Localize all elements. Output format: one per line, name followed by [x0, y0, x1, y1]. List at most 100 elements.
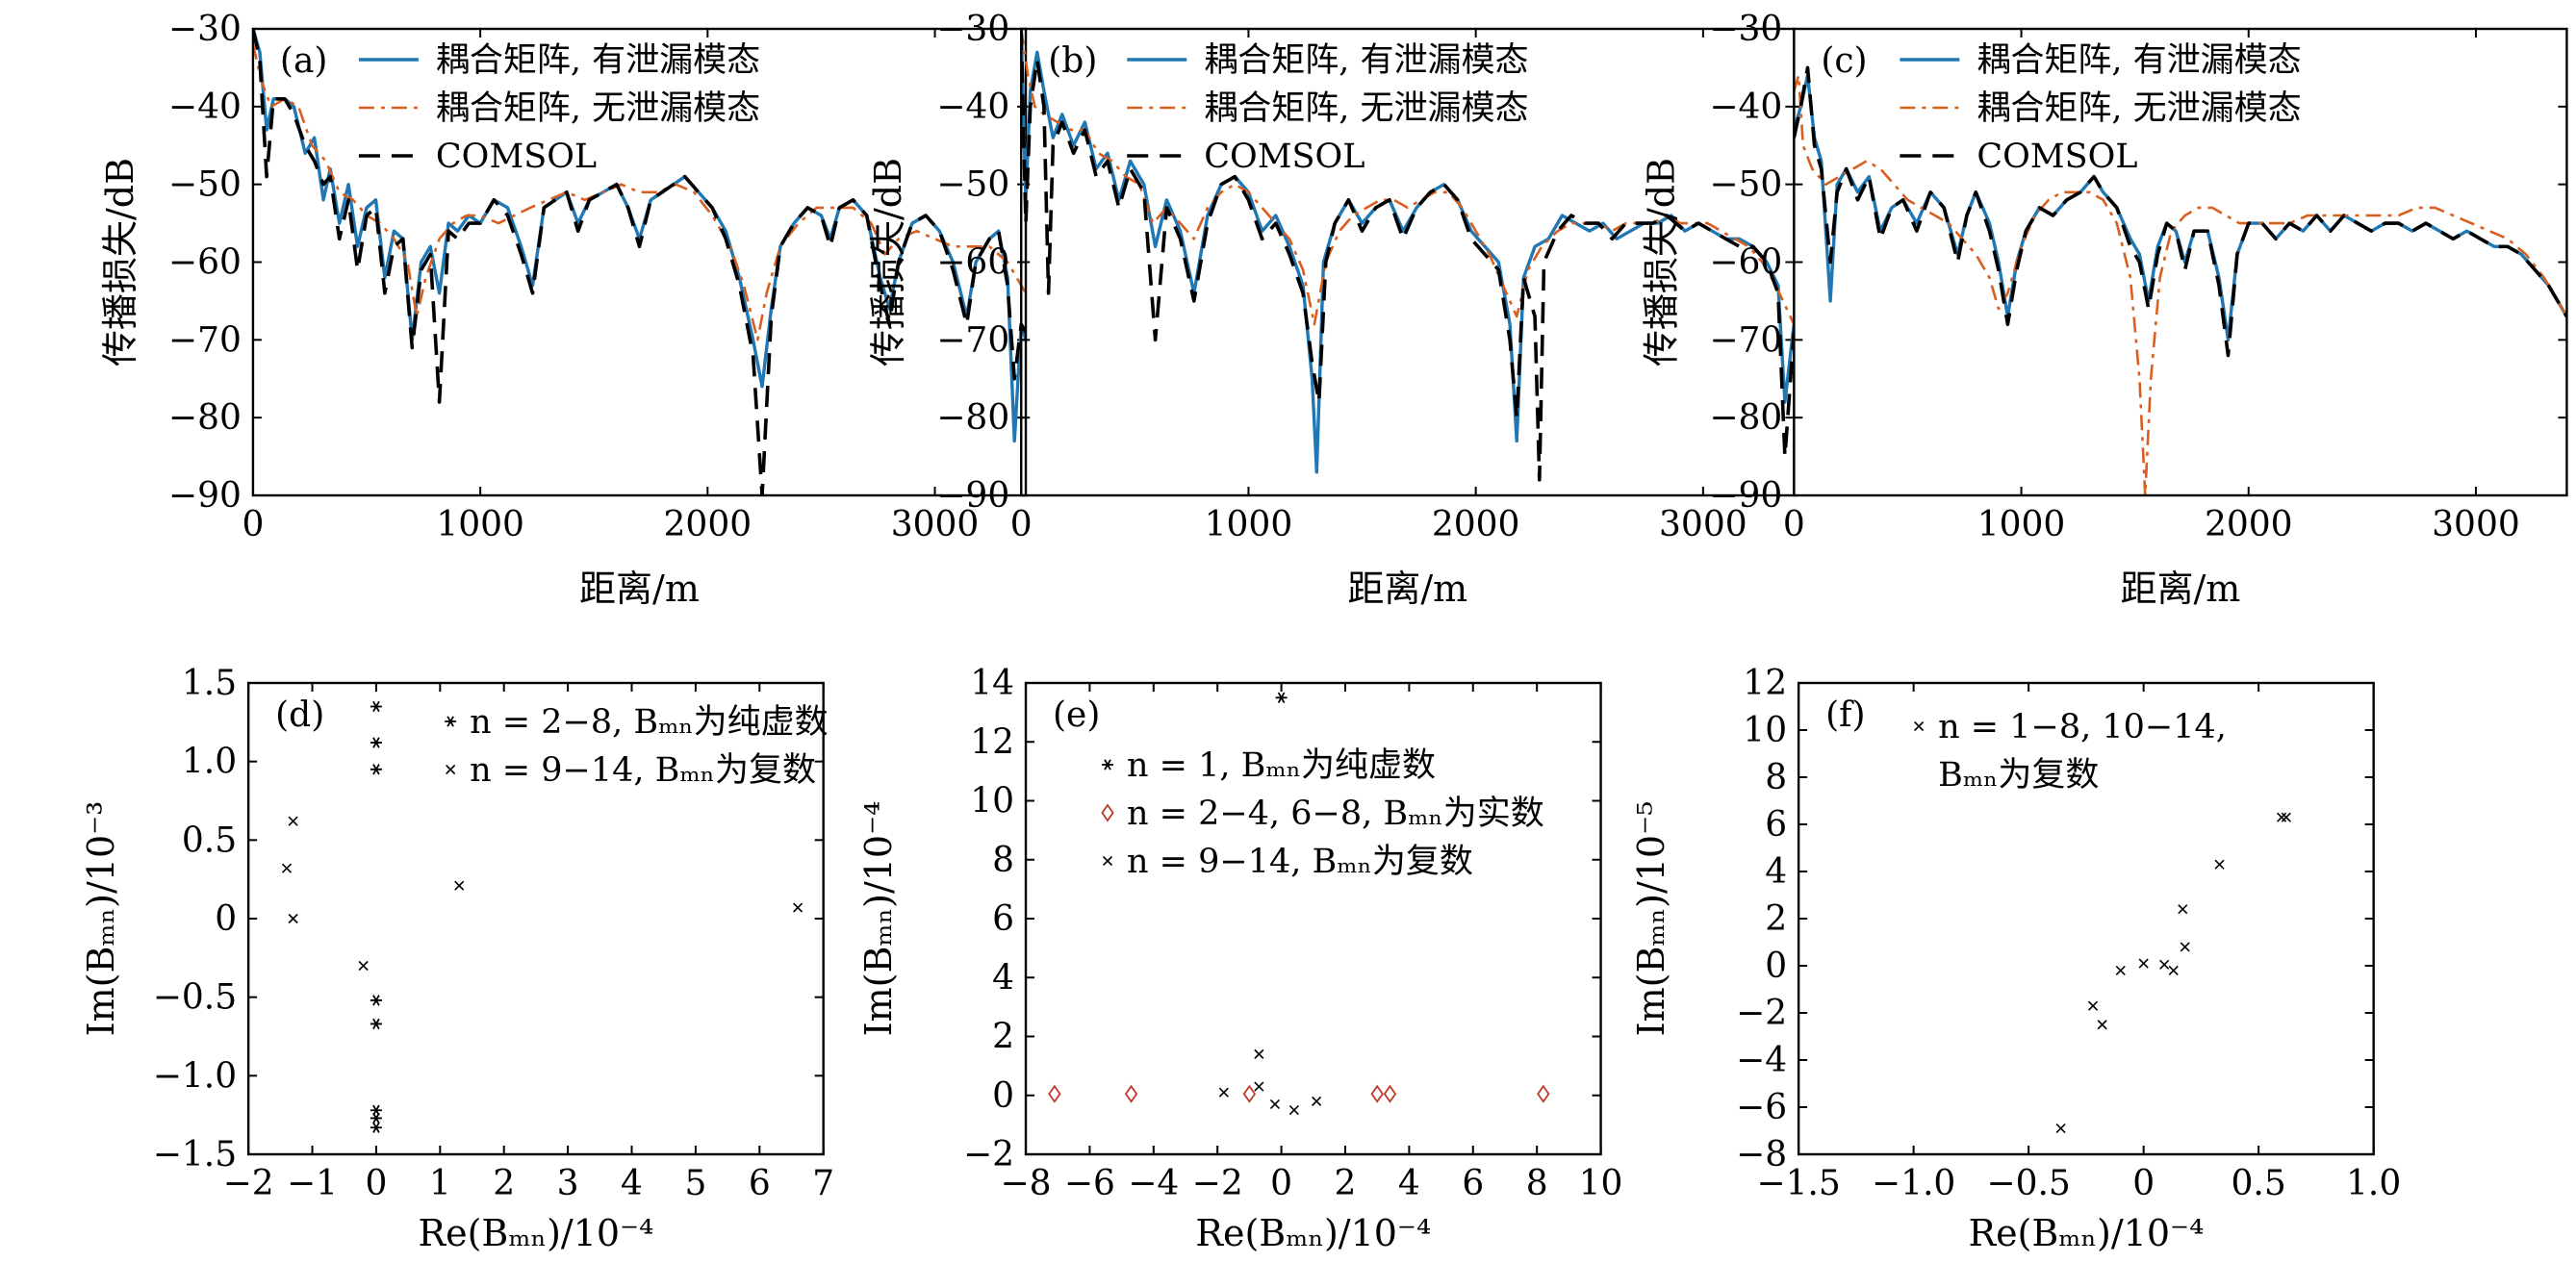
- y-tick-label: 8: [992, 841, 1014, 880]
- plot-area: [1794, 65, 2567, 495]
- series-line: [252, 43, 1027, 341]
- y-axis-label: Im(Bₘₙ)/10⁻³: [80, 801, 122, 1037]
- data-point: [370, 700, 382, 713]
- y-tick-label: −8: [1736, 1135, 1787, 1174]
- legend-marker: [1101, 803, 1114, 822]
- data-point: [1288, 1104, 1299, 1116]
- y-tick-label: −40: [936, 88, 1009, 127]
- y-tick-label: −30: [1709, 10, 1782, 49]
- x-tick-label: 4: [1398, 1164, 1420, 1203]
- axes-frame: [1797, 681, 2375, 1156]
- data-point: [370, 1112, 382, 1124]
- data-point: [2276, 812, 2287, 822]
- y-tick-label: 2: [992, 1018, 1014, 1057]
- x-axis-label: Re(Bₘₙ)/10⁻⁴: [1968, 1212, 2204, 1254]
- data-point: [1370, 1084, 1384, 1103]
- y-tick-label: −2: [963, 1135, 1014, 1174]
- data-point: [1269, 1099, 1281, 1110]
- y-tick-label: 0.5: [182, 821, 237, 860]
- y-tick-label: −50: [1709, 165, 1782, 205]
- legend-marker: [1102, 759, 1114, 770]
- legend-label: Bₘₙ为复数: [1938, 756, 2099, 795]
- axes-frame: [1793, 27, 2568, 497]
- y-tick-label: −50: [936, 165, 1009, 205]
- data-point: [1537, 1084, 1550, 1103]
- data-point: [288, 913, 298, 924]
- axes-frame: [246, 681, 825, 1156]
- panel-b: 0 1000 2000 3000 −30 −40 −50 −60 −70 −80 −90 距离/m 传播…: [867, 10, 1796, 610]
- data-point: [1218, 1087, 1229, 1098]
- plot-area: [2055, 812, 2291, 1134]
- legend-label: n = 1−8, 10−14,: [1938, 708, 2227, 746]
- legend-label: n = 2−8, Bₘₙ为纯虚数: [470, 703, 829, 742]
- data-point: [1254, 1081, 1264, 1092]
- y-axis-label: Im(Bₘₙ)/10⁻⁵: [1630, 801, 1672, 1037]
- x-tick-label: 1.0: [2346, 1164, 2401, 1203]
- y-tick-label: −60: [936, 243, 1009, 283]
- y-tick-label: 1.0: [182, 743, 237, 782]
- x-axis-label: Re(Bₘₙ)/10⁻⁴: [1195, 1212, 1431, 1254]
- y-tick-label: 0: [992, 1076, 1014, 1116]
- legend-label: n = 9−14, Bₘₙ为复数: [470, 751, 816, 790]
- x-axis-label: 距离/m: [1347, 568, 1467, 610]
- data-point: [2097, 1020, 2107, 1030]
- x-tick-label: −0.5: [1986, 1164, 2070, 1203]
- x-tick-label: 3000: [1659, 505, 1747, 544]
- y-tick-label: 0: [1765, 947, 1787, 986]
- y-tick-label: −40: [168, 88, 242, 127]
- y-tick-label: −30: [168, 10, 242, 49]
- x-tick-label: −6: [1064, 1164, 1115, 1203]
- y-tick-label: −1.0: [153, 1056, 237, 1096]
- legend-label: n = 2−4, 6−8, Bₘₙ为实数: [1127, 795, 1544, 833]
- panel-c: 0 1000 2000 3000 −30 −40 −50 −60 −70 −80 −90 距离/m 传播…: [1640, 10, 2568, 610]
- y-axis-label: 传播损失/dB: [1640, 158, 1682, 366]
- data-point: [1254, 1048, 1264, 1059]
- x-tick-label: 3000: [891, 505, 980, 544]
- x-tick-label: −1: [287, 1164, 338, 1203]
- y-tick-label: −90: [936, 476, 1009, 516]
- x-tick-label: 3: [557, 1164, 579, 1203]
- y-tick-label: 6: [1765, 805, 1787, 845]
- x-tick-label: 0: [1010, 505, 1033, 544]
- series-line: [1021, 29, 1795, 326]
- x-tick-label: 7: [812, 1164, 834, 1203]
- data-point: [2115, 965, 2126, 975]
- x-tick-label: 2: [1335, 1164, 1357, 1203]
- data-point: [1383, 1084, 1397, 1103]
- x-tick-label: 2: [493, 1164, 515, 1203]
- x-tick-label: 5: [684, 1164, 706, 1203]
- panel-label: (c): [1821, 41, 1867, 81]
- legend-label: 耦合矩阵, 有泄漏模态: [1977, 41, 2301, 80]
- data-point: [1275, 692, 1288, 703]
- data-point: [1124, 1084, 1138, 1103]
- x-tick-label: 8: [1526, 1164, 1548, 1203]
- y-tick-label: −30: [936, 10, 1009, 49]
- legend-label: 耦合矩阵, 无泄漏模态: [1977, 89, 2301, 128]
- data-point: [1048, 1084, 1061, 1103]
- y-tick-label: −2: [1736, 994, 1787, 1033]
- data-point: [2180, 942, 2190, 952]
- series-line: [252, 29, 1027, 495]
- y-tick-label: 0: [215, 899, 237, 939]
- x-tick-label: 1000: [1205, 505, 1293, 544]
- plot-area: [252, 29, 1027, 495]
- data-point: [2168, 965, 2179, 975]
- panel-label: (e): [1053, 695, 1100, 735]
- y-tick-label: −1.5: [153, 1135, 237, 1174]
- y-tick-label: 4: [992, 958, 1014, 998]
- data-point: [370, 764, 382, 775]
- x-axis-label: 距离/m: [579, 568, 700, 610]
- x-tick-label: 6: [749, 1164, 771, 1203]
- y-tick-label: 4: [1765, 852, 1787, 892]
- x-tick-label: 1000: [436, 505, 524, 544]
- y-tick-label: 10: [970, 782, 1014, 821]
- x-tick-label: 0: [242, 505, 264, 544]
- panel-e: −8 −6 −4 −2 0 2 4 6 8 10 14 12 10 8 6 4 2 0 −2 Re(Bₘₙ)/10⁻⁴…: [857, 664, 1622, 1254]
- series-line: [1794, 74, 2567, 495]
- y-axis-label: 传播损失/dB: [99, 158, 141, 366]
- data-point: [370, 737, 382, 748]
- panel-label: (d): [275, 695, 324, 735]
- x-tick-label: 4: [621, 1164, 643, 1203]
- axes-frame: [1024, 681, 1602, 1156]
